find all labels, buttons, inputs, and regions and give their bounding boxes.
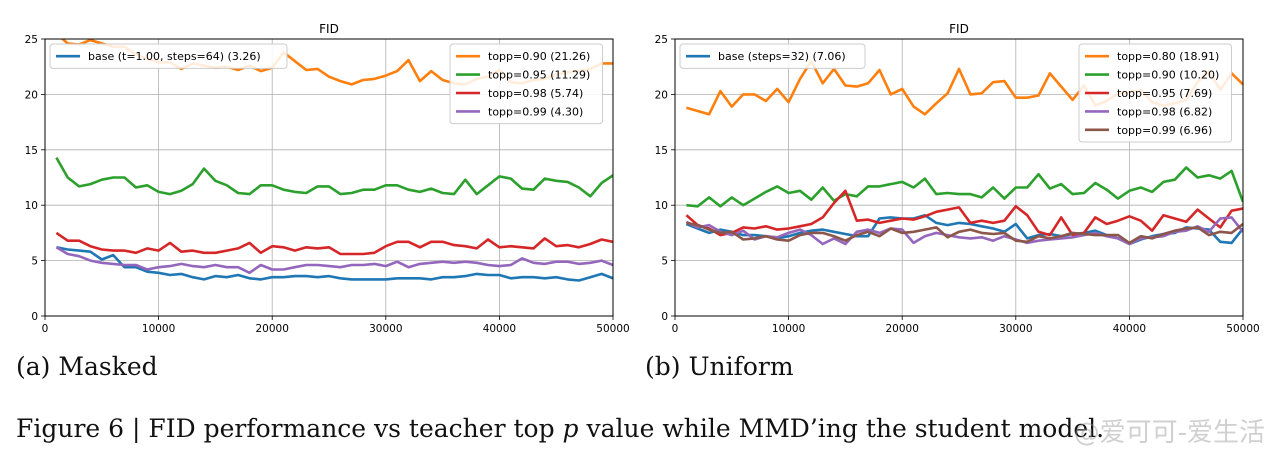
y-tick-label: 0 [661, 311, 668, 323]
legend-label: topp=0.99 (4.30) [488, 105, 583, 118]
legend-right: topp=0.80 (18.91) topp=0.90 (10.20) topp=0… [1078, 43, 1232, 143]
watermark: @爱可可-爱生活 [1073, 418, 1265, 448]
x-tick-label: 20000 [885, 323, 918, 335]
y-tick-label: 0 [31, 311, 38, 323]
x-tick-label: 50000 [596, 323, 629, 335]
legend-frame [1078, 43, 1232, 143]
y-tick-label: 20 [655, 89, 668, 101]
y-tick-label: 5 [661, 256, 668, 268]
x-tick-label: 0 [672, 323, 679, 335]
series-line-4 [685, 189, 1243, 237]
legend-label: topp=0.98 (6.82) [1117, 105, 1212, 118]
subcaption-masked: (a) Masked [16, 352, 158, 381]
legend-label: topp=0.95 (7.69) [1117, 87, 1212, 100]
figure-caption-prefix: Figure 6 | FID performance vs teacher to… [16, 414, 563, 443]
x-tick-label: 20000 [255, 323, 288, 335]
series-line-5 [55, 246, 613, 275]
x-tick-label: 40000 [483, 323, 516, 335]
axes-frame [674, 38, 1244, 317]
y-tick-label: 15 [25, 145, 38, 157]
legend-label: topp=0.98 (5.74) [488, 87, 583, 100]
legend-label: topp=0.80 (18.91) [1117, 50, 1219, 63]
subcaption-uniform: (b) Uniform [645, 352, 794, 381]
legend-frame [49, 43, 288, 69]
chart-panel-2: 0 10000 20000 30000 40000 50000 0 5 10 15 20 25 FID b… [655, 22, 1260, 335]
chart-title: FID [949, 22, 969, 36]
chart-panel-1: 0 10000 20000 30000 40000 50000 0 5 10 15 20 25 FID b… [25, 22, 630, 335]
series-line-1 [56, 246, 613, 282]
series-line-3 [686, 166, 1243, 208]
legend-label: base (t=1.00, steps=64) (3.26) [88, 50, 261, 63]
legend-frame [449, 43, 603, 125]
y-tick-label: 15 [655, 145, 668, 157]
chart-title: FID [319, 22, 339, 36]
legend-label: topp=0.95 (11.29) [488, 69, 590, 82]
legend-left: base (steps=32) (7.06) [679, 43, 866, 69]
y-tick-label: 10 [655, 200, 668, 212]
x-tick-label: 40000 [1113, 323, 1146, 335]
y-tick-label: 10 [25, 200, 38, 212]
series-line-4 [55, 231, 613, 256]
series-group [685, 59, 1243, 246]
y-tick-label: 25 [655, 34, 668, 46]
legend-label: topp=0.99 (6.96) [1117, 124, 1212, 137]
y-tick-label: 5 [31, 256, 38, 268]
axes-frame [44, 38, 614, 317]
legend-label: base (steps=32) (7.06) [718, 50, 846, 63]
legend-frame [679, 43, 866, 69]
series-line-3 [55, 156, 613, 198]
x-tick-label: 50000 [1226, 323, 1259, 335]
x-tick-label: 30000 [999, 323, 1032, 335]
figure-caption-variable: p [562, 414, 579, 443]
y-tick-label: 25 [25, 34, 38, 46]
legend-left: base (t=1.00, steps=64) (3.26) [49, 43, 288, 69]
x-tick-label: 0 [42, 323, 49, 335]
figure-charts: 0 10000 20000 30000 40000 50000 0 5 10 15 20 25 FID b… [25, 22, 1260, 335]
legend-label: topp=0.90 (21.26) [488, 50, 590, 63]
figure-caption: Figure 6 | FID performance vs teacher to… [16, 414, 1104, 443]
legend-right: topp=0.90 (21.26) topp=0.95 (11.29) topp=0… [449, 43, 603, 125]
y-tick-label: 20 [25, 89, 38, 101]
legend-label: topp=0.90 (10.20) [1117, 69, 1219, 82]
x-tick-label: 10000 [772, 323, 805, 335]
series-line-6 [686, 221, 1243, 245]
x-tick-label: 30000 [369, 323, 402, 335]
x-tick-label: 10000 [142, 323, 175, 335]
figure-caption-suffix: value while MMD’ing the student model. [578, 414, 1105, 443]
